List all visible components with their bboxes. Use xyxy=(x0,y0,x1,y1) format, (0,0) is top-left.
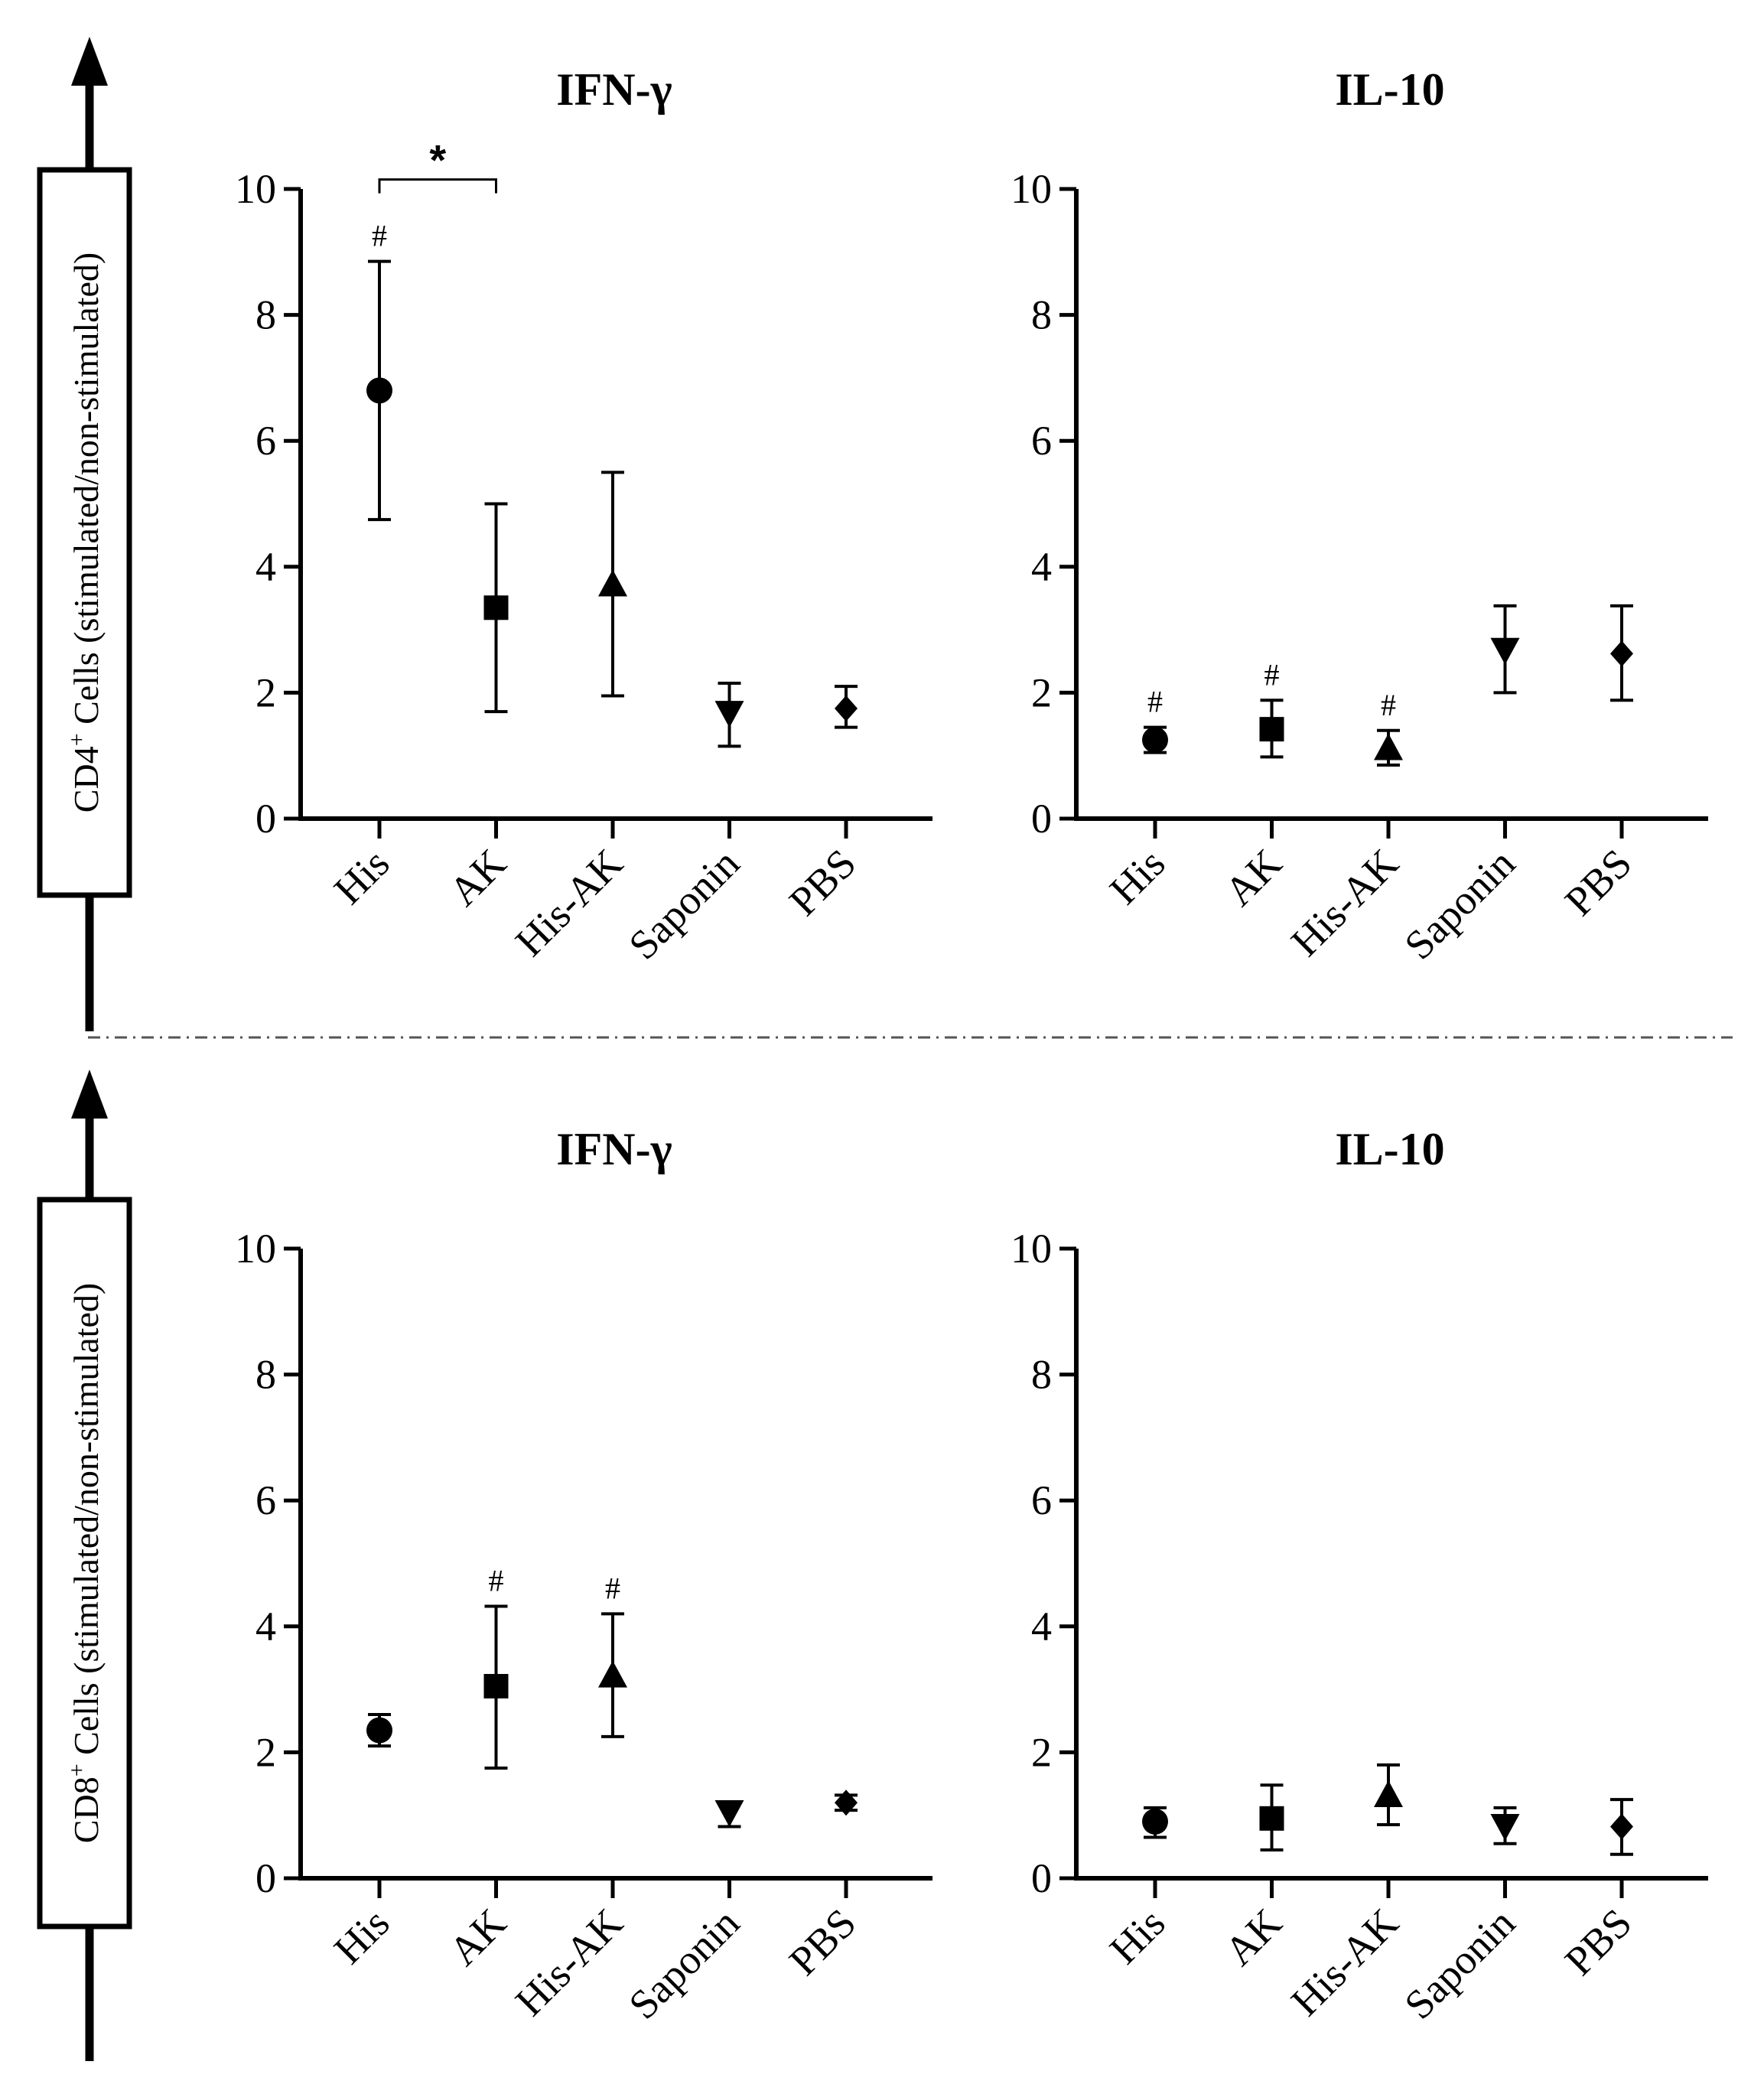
data-point-triangle-up xyxy=(598,1660,627,1688)
data-point-square xyxy=(1259,1806,1284,1831)
x-tick-label: Saponin xyxy=(1395,1900,1524,2028)
significance-hash: # xyxy=(1264,657,1280,692)
data-point-square xyxy=(1259,717,1284,742)
y-tick-label: 8 xyxy=(255,1352,276,1398)
y-tick-label: 4 xyxy=(255,544,276,590)
x-tick-label: His xyxy=(325,840,398,913)
x-tick-label: His-AK xyxy=(1282,1900,1407,2024)
x-tick-label: His xyxy=(1101,840,1173,913)
y-tick-label: 0 xyxy=(255,1855,276,1901)
x-tick-label: AK xyxy=(440,1900,515,1975)
data-point-triangle-up xyxy=(1374,1780,1403,1808)
data-point-triangle-up xyxy=(1374,733,1403,760)
y-tick-label: 6 xyxy=(1031,1477,1052,1523)
chart-title: IL-10 xyxy=(1335,64,1444,115)
y-tick-label: 4 xyxy=(255,1604,276,1649)
y-tick-label: 2 xyxy=(255,669,276,715)
x-tick-label: AK xyxy=(440,840,515,915)
chart-title: IFN-γ xyxy=(556,1124,672,1174)
y-tick-label: 8 xyxy=(255,292,276,338)
significance-hash: # xyxy=(1381,688,1396,722)
significance-star: * xyxy=(429,136,446,184)
chart-title: IFN-γ xyxy=(556,64,672,115)
data-point-circle xyxy=(366,1717,392,1744)
y-tick-label: 8 xyxy=(1031,1352,1052,1398)
x-tick-label: PBS xyxy=(1556,840,1640,924)
y-tick-label: 0 xyxy=(1031,796,1052,842)
row-label-frame xyxy=(37,167,132,898)
data-point-triangle-down xyxy=(714,701,744,728)
row-label-text: CD8+ Cells (stimulated/non-stimulated) xyxy=(64,1283,106,1843)
y-tick-label: 10 xyxy=(235,1226,276,1272)
x-tick-label: His xyxy=(1101,1900,1173,1972)
data-point-diamond xyxy=(1610,640,1633,667)
y-tick-label: 0 xyxy=(1031,1855,1052,1901)
data-point-triangle-down xyxy=(1490,1814,1520,1842)
x-tick-label: PBS xyxy=(780,1900,864,1984)
significance-hash: # xyxy=(1147,685,1163,719)
row-label-text: CD4+ Cells (stimulated/non-stimulated) xyxy=(64,252,106,813)
data-point-triangle-down xyxy=(714,1799,744,1827)
significance-hash: # xyxy=(489,1563,504,1597)
y-tick-label: 2 xyxy=(1031,669,1052,715)
y-tick-label: 2 xyxy=(1031,1729,1052,1775)
y-tick-label: 4 xyxy=(1031,544,1052,590)
x-tick-label: PBS xyxy=(1556,1900,1640,1984)
arrow-up-icon xyxy=(71,1070,108,1119)
y-tick-label: 6 xyxy=(255,418,276,464)
data-point-diamond xyxy=(1610,1813,1633,1840)
data-point-square xyxy=(483,1673,509,1698)
x-tick-label: His-AK xyxy=(1282,840,1407,965)
x-tick-label: Saponin xyxy=(620,1900,748,2028)
y-tick-label: 10 xyxy=(1011,166,1052,212)
data-point-diamond xyxy=(835,695,858,721)
x-tick-label: Saponin xyxy=(620,840,748,969)
x-tick-label: His-AK xyxy=(506,840,631,965)
y-tick-label: 6 xyxy=(1031,418,1052,464)
y-tick-label: 10 xyxy=(1011,1226,1052,1272)
data-point-circle xyxy=(1142,727,1168,754)
data-point-circle xyxy=(1142,1808,1168,1835)
data-point-circle xyxy=(366,377,392,404)
data-point-triangle-down xyxy=(1490,637,1520,665)
significance-hash: # xyxy=(372,219,387,253)
chart-title: IL-10 xyxy=(1335,1124,1444,1174)
x-tick-label: AK xyxy=(1216,840,1290,915)
x-tick-label: His-AK xyxy=(506,1900,631,2024)
data-point-triangle-up xyxy=(598,569,627,597)
arrow-up-icon xyxy=(71,37,108,86)
x-tick-label: Saponin xyxy=(1395,840,1524,969)
y-tick-label: 6 xyxy=(255,1477,276,1523)
y-tick-label: 8 xyxy=(1031,292,1052,338)
x-tick-label: His xyxy=(325,1900,398,1972)
data-point-diamond xyxy=(835,1790,858,1816)
x-tick-label: PBS xyxy=(780,840,864,924)
significance-bracket xyxy=(378,178,497,194)
row-label-frame xyxy=(37,1197,132,1930)
y-tick-label: 2 xyxy=(255,1729,276,1775)
row-label-cd4: CD4+ Cells (stimulated/non-stimulated) xyxy=(37,37,132,1031)
significance-hash: # xyxy=(605,1571,620,1605)
y-tick-label: 0 xyxy=(255,796,276,842)
x-tick-label: AK xyxy=(1216,1900,1290,1975)
y-tick-label: 4 xyxy=(1031,1604,1052,1649)
y-tick-label: 10 xyxy=(235,166,276,212)
row-label-cd8: CD8+ Cells (stimulated/non-stimulated) xyxy=(37,1070,132,2061)
data-point-square xyxy=(483,595,509,620)
